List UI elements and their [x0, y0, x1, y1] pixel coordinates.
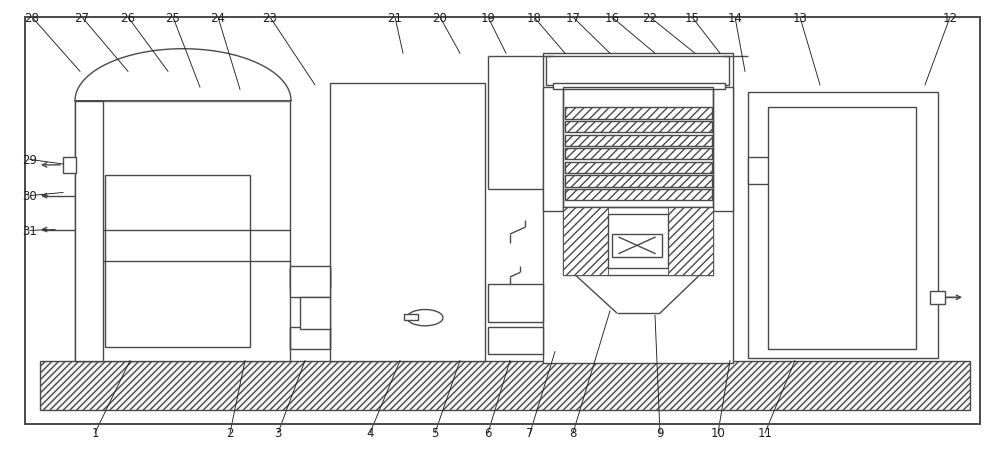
Bar	[543, 54, 733, 363]
Bar	[563, 207, 608, 275]
Bar	[565, 162, 712, 174]
Text: 7: 7	[526, 427, 534, 439]
Bar	[543, 88, 563, 212]
Bar	[488, 284, 543, 322]
Bar	[748, 158, 788, 185]
Bar	[565, 176, 712, 187]
Bar	[290, 327, 330, 350]
Text: 26: 26	[120, 12, 136, 24]
Bar	[488, 327, 543, 354]
Bar	[290, 268, 330, 289]
Bar	[713, 88, 733, 212]
Text: 19: 19	[480, 12, 496, 24]
Bar	[612, 235, 662, 257]
Bar	[553, 83, 725, 90]
Bar	[546, 56, 729, 86]
Bar	[40, 361, 970, 410]
Bar	[563, 207, 713, 275]
Text: 10: 10	[711, 427, 725, 439]
Bar	[290, 266, 330, 298]
Text: 3: 3	[274, 427, 282, 439]
Bar	[563, 88, 713, 207]
Bar	[565, 189, 712, 201]
Bar	[75, 101, 103, 361]
Text: 15: 15	[685, 12, 699, 24]
Bar	[565, 135, 712, 147]
Bar	[105, 176, 250, 347]
Text: 20: 20	[433, 12, 447, 24]
Text: 27: 27	[74, 12, 90, 24]
Bar	[300, 298, 330, 329]
Bar	[404, 315, 418, 321]
Text: 8: 8	[569, 427, 577, 439]
Circle shape	[407, 310, 443, 326]
Text: 13: 13	[793, 12, 807, 24]
Text: 17: 17	[566, 12, 580, 24]
Text: 30: 30	[23, 190, 37, 202]
Text: 31: 31	[23, 225, 37, 237]
Text: 6: 6	[484, 427, 492, 439]
Text: 21: 21	[388, 12, 402, 24]
Bar	[565, 108, 712, 120]
Text: 4: 4	[366, 427, 374, 439]
Text: 12: 12	[942, 12, 958, 24]
Bar	[63, 158, 76, 174]
Text: 5: 5	[431, 427, 439, 439]
Bar	[75, 101, 290, 361]
Bar	[565, 149, 712, 160]
Bar	[565, 122, 712, 133]
Text: 28: 28	[25, 12, 39, 24]
Text: 22: 22	[642, 12, 658, 24]
Bar	[668, 207, 713, 275]
Bar	[608, 214, 668, 268]
Bar	[330, 83, 485, 361]
Text: 1: 1	[91, 427, 99, 439]
Bar	[768, 108, 916, 350]
Text: 29: 29	[22, 154, 38, 166]
Polygon shape	[75, 50, 291, 101]
Bar	[748, 92, 938, 359]
Text: 2: 2	[226, 427, 234, 439]
Text: 18: 18	[527, 12, 541, 24]
Text: 14: 14	[728, 12, 742, 24]
Text: 11: 11	[758, 427, 772, 439]
Text: 16: 16	[604, 12, 620, 24]
Text: 24: 24	[210, 12, 226, 24]
Text: 25: 25	[166, 12, 180, 24]
Text: 9: 9	[656, 427, 664, 439]
Text: 23: 23	[263, 12, 277, 24]
Bar	[930, 292, 945, 304]
